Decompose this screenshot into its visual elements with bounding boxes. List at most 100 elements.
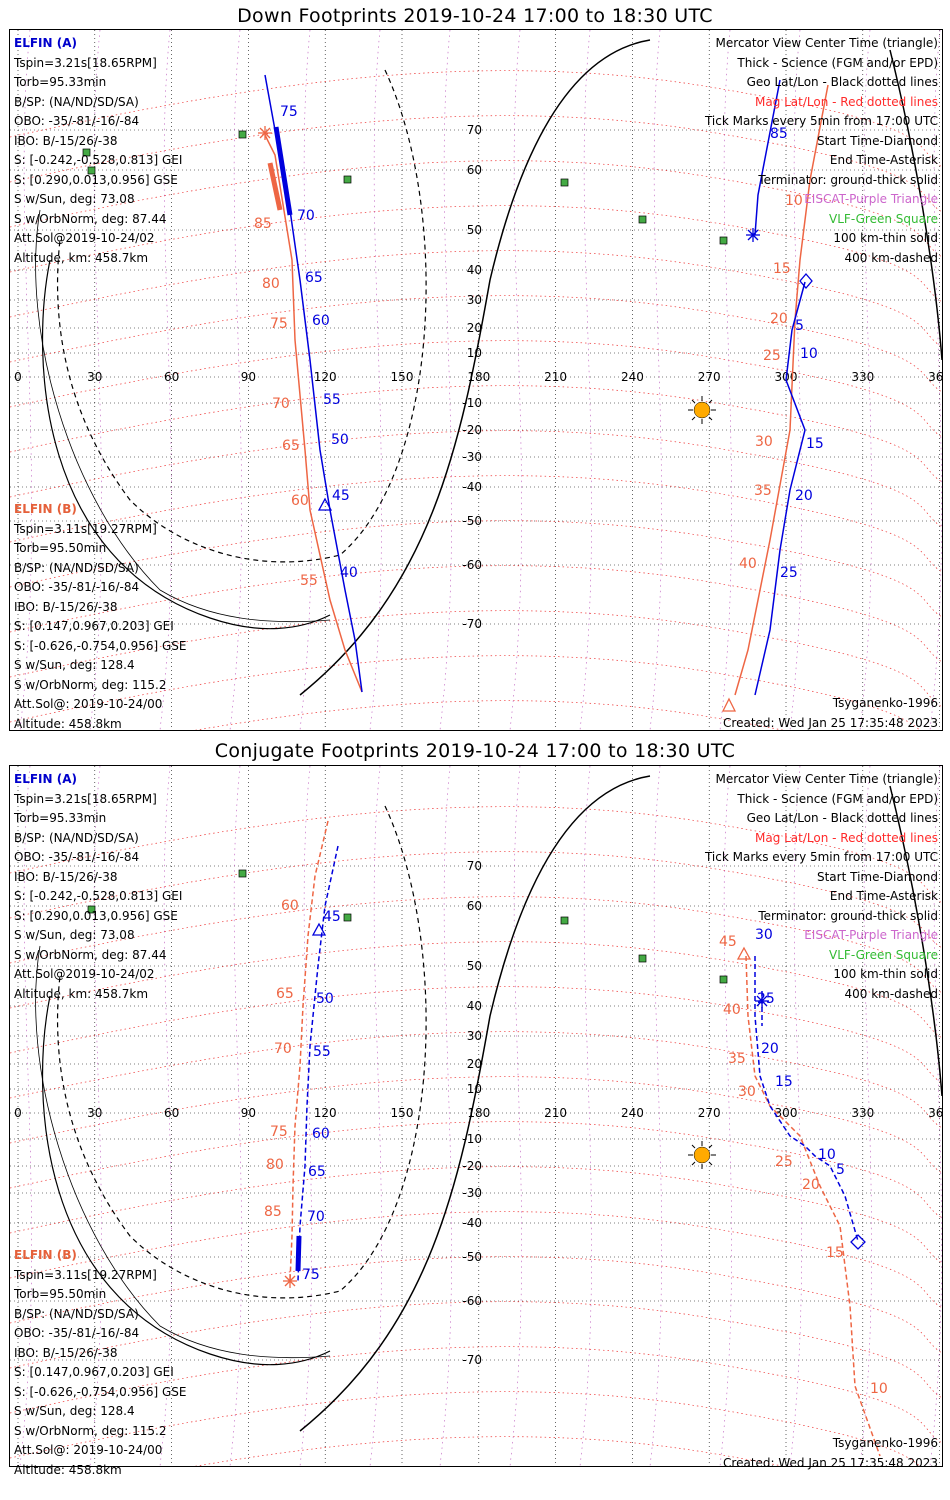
terminator-100km-thin (35, 209, 331, 623)
lat-tick-label: 10 (467, 1082, 482, 1096)
lat-tick-label: -40 (462, 1216, 482, 1230)
lon-tick-label: 210 (544, 370, 567, 384)
mag-meridian (789, 30, 802, 730)
lon-tick-label: 180 (467, 370, 490, 384)
lat-tick-label: -50 (462, 514, 482, 528)
track-a-tick-label: 55 (313, 1044, 331, 1060)
track-a-tick-label: 25 (780, 565, 798, 581)
info-line: S w/Sun, deg: 128.4 (14, 1404, 135, 1418)
track-a-west-science (295, 1235, 302, 1272)
track-b-tick-label: 85 (264, 1204, 282, 1220)
lat-tick-label: 60 (467, 163, 482, 177)
track-b-tick-label: 10 (785, 193, 803, 209)
mag-parallel (10, 986, 942, 1084)
track-b-west-science (267, 162, 283, 211)
track-a-tick-label: 45 (323, 909, 341, 925)
map-canvas: 0306090120150180210240270300330360 70605… (10, 766, 942, 1466)
mag-meridian (509, 30, 522, 730)
panel-title: Down Footprints 2019-10-24 17:00 to 18:3… (237, 5, 713, 27)
legend-entry: Mag Lat/Lon - Red dotted lines (754, 830, 938, 845)
conjugate-footprints-map: 0306090120150180210240270300330360 70605… (9, 765, 943, 1477)
lon-tick-label: 0 (14, 370, 22, 384)
info-line: Torb=95.50min (14, 1287, 107, 1301)
lat-tick-label: 60 (467, 899, 482, 913)
lon-tick-label: 210 (544, 1106, 567, 1120)
legend-entry: VLF-Green Square (829, 947, 938, 962)
lon-tick-label: 240 (621, 1106, 644, 1120)
map-canvas: 0306090120150180210240270300330360 70605… (10, 30, 942, 730)
track-a-west (297, 845, 339, 1282)
end-asterisk-b (258, 126, 272, 140)
legend-entry: Thick - Science (FGM and/or EPD) (737, 791, 938, 806)
mag-parallel (10, 1166, 942, 1264)
mag-meridian (229, 30, 242, 730)
track-a-tick-label: 65 (308, 1164, 326, 1180)
info-line: S w/Sun, deg: 73.08 (14, 192, 135, 206)
probe-name: ELFIN (A) (14, 772, 77, 786)
legend-entry: EISCAT-Purple Triangle (804, 192, 938, 206)
terminator-mid (299, 775, 651, 1432)
end-asterisk-a (746, 228, 760, 242)
mag-meridian (509, 766, 522, 1466)
track-a-tick-label: 60 (312, 1126, 330, 1142)
mag-meridian (19, 766, 32, 1466)
mag-meridian (929, 30, 942, 730)
track-a-tick-label: 70 (307, 1209, 325, 1225)
info-line: S w/OrbNorm, deg: 87.44 (14, 947, 167, 962)
model-credit: Tsyganenko-1996 Created: Wed Jan 25 17:35… (723, 1436, 938, 1470)
legend-entry: Tick Marks every 5min from 17:00 UTC (704, 850, 938, 864)
mag-parallel (10, 1256, 942, 1354)
mag-parallel (10, 250, 942, 348)
mag-meridian (159, 766, 172, 1466)
latitude-labels: 70 60 50 40 30 20 10 -10 -20 -30 -40 -50 -60 -70 (462, 859, 482, 1367)
mag-meridian (369, 30, 382, 730)
info-line: OBO: -35/-81/-16/-84 (14, 1326, 140, 1340)
track-a-tick-label: 60 (312, 313, 330, 329)
info-line: B/SP: (NA/ND/SD/SA) (14, 830, 139, 845)
info-line: Att.Sol@2019-10-24/02 (14, 967, 155, 981)
lon-tick-label: 30 (87, 1106, 102, 1120)
track-a-tick-label: 65 (305, 270, 323, 286)
mag-parallel (10, 385, 942, 483)
geo-grid (10, 30, 942, 730)
lat-tick-label: -30 (462, 450, 482, 464)
mag-meridian (19, 30, 32, 730)
track-b-tick-label: 35 (728, 1051, 746, 1067)
track-b-tick-label: 60 (281, 898, 299, 914)
lon-tick-label: 330 (851, 370, 874, 384)
end-asterisk-a (755, 994, 769, 1008)
legend: Mercator View Center Time (triangle) Thic… (705, 34, 938, 268)
lon-tick-label: 270 (698, 1106, 721, 1120)
lat-tick-label: -10 (462, 1132, 482, 1146)
info-line: Tspin=3.21s[18.65RPM] (14, 791, 157, 806)
track-a-tick-label: 50 (331, 432, 349, 448)
terminator-400km (56, 69, 427, 563)
track-b-west (289, 820, 329, 1282)
start-diamond-a (850, 1234, 866, 1250)
track-a-east (754, 79, 806, 696)
lat-tick-label: 70 (467, 123, 482, 137)
info-line: B/SP: (NA/ND/SD/SA) (14, 94, 139, 109)
info-line: Att.Sol@: 2019-10-24/00 (14, 697, 163, 711)
lon-tick-label: 90 (241, 1106, 256, 1120)
info-line: Altitude, km: 458.7km (14, 250, 149, 265)
track-b-tick-labels: 60 65 70 75 80 85 45 40 35 30 25 20 15 10 (264, 898, 888, 1397)
info-line: Tspin=3.21s[18.65RPM] (14, 55, 157, 70)
mag-meridian (159, 30, 172, 730)
track-b-tick-label: 60 (291, 493, 309, 509)
mag-parallel (10, 295, 942, 393)
track-b-west (264, 134, 363, 693)
probe-name: ELFIN (B) (14, 502, 77, 516)
mag-meridian (579, 766, 592, 1466)
legend-entry: 100 km-thin solid (833, 231, 938, 245)
lon-tick-label: 30 (87, 370, 102, 384)
terminator-right (889, 49, 942, 361)
legend-entry: Thick - Science (FGM and/or EPD) (737, 55, 938, 70)
mag-parallel (10, 610, 942, 708)
track-b-east (745, 955, 881, 1457)
mag-parallel (10, 205, 942, 303)
info-line: Altitude, km: 458.7km (14, 986, 149, 1001)
mag-meridian (369, 766, 382, 1466)
info-line: Torb=95.50min (14, 541, 107, 555)
info-line: Torb=95.33min (14, 811, 107, 825)
